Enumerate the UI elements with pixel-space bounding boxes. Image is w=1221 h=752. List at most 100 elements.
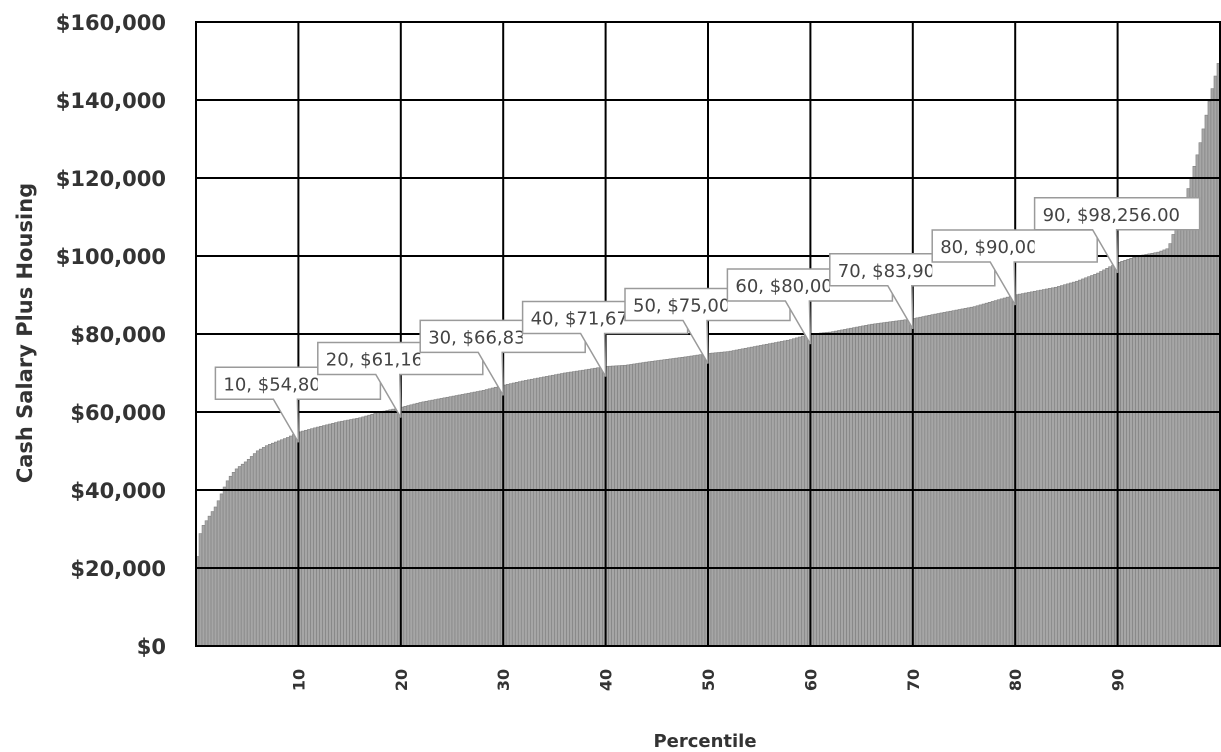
bar: [659, 359, 664, 647]
x-axis-title: Percentile: [653, 731, 756, 752]
bar: [286, 437, 290, 647]
x-tick-label: 80: [1006, 669, 1025, 691]
bar: [996, 299, 1001, 647]
bar: [1023, 292, 1028, 647]
bar: [261, 447, 266, 647]
bar: [319, 425, 323, 647]
bar: [1126, 258, 1130, 647]
bar: [520, 380, 525, 647]
bar: [1165, 248, 1170, 647]
bar: [867, 324, 871, 647]
x-axis-ticks: 10 20 30 40 50 60 70 80 90: [289, 669, 1127, 691]
bar: [511, 382, 516, 647]
bar: [1183, 197, 1188, 647]
bar: [310, 428, 314, 647]
bar: [533, 378, 537, 647]
bar: [776, 341, 781, 647]
y-axis-ticks: $0 $20,000 $40,000 $60,000 $80,000 $100,000 $1…: [56, 11, 166, 659]
y-tick-label: $20,000: [70, 557, 166, 581]
bar: [978, 304, 983, 647]
bar: [548, 375, 552, 647]
bar: [782, 340, 787, 647]
bar: [334, 422, 338, 647]
bar: [608, 365, 612, 647]
callout-label: 30, $66,835.: [428, 327, 543, 348]
bar: [439, 398, 444, 647]
bar: [1108, 266, 1112, 647]
bar: [656, 360, 661, 647]
bar: [496, 386, 501, 647]
x-tick-label: 10: [289, 669, 308, 691]
bar: [1090, 275, 1094, 647]
callout-label: 90, $98,256.00: [1043, 205, 1180, 226]
bar: [966, 307, 971, 647]
bar: [1138, 255, 1142, 647]
bar: [337, 421, 341, 647]
bar: [653, 360, 658, 647]
bar: [231, 472, 236, 647]
bar: [798, 336, 802, 647]
bar: [514, 382, 519, 647]
bar: [472, 391, 477, 647]
bar: [307, 429, 311, 647]
bar: [201, 525, 206, 647]
bar: [517, 381, 522, 647]
bar: [1153, 252, 1158, 647]
bar: [882, 322, 886, 647]
bar: [972, 306, 977, 647]
bar: [424, 400, 429, 647]
bar: [385, 410, 390, 647]
x-tick-label: 40: [597, 669, 616, 691]
bar: [779, 341, 784, 647]
bar: [1186, 188, 1191, 647]
data-callout: 90, $98,256.00: [1033, 197, 1201, 274]
bar: [325, 424, 329, 647]
bar: [743, 347, 748, 647]
bar: [213, 506, 218, 647]
bar: [228, 475, 233, 647]
bar: [662, 359, 667, 647]
bar: [930, 314, 935, 647]
bar: [749, 346, 754, 647]
bar: [557, 373, 561, 647]
bar: [650, 361, 655, 647]
bar: [1087, 276, 1091, 647]
bar: [713, 352, 718, 647]
bar: [987, 302, 992, 647]
bar: [587, 368, 591, 647]
bar: [761, 344, 766, 647]
bar: [240, 463, 245, 647]
y-tick-label: $160,000: [56, 11, 166, 35]
callouts-layer: 10, $54,800.0 20, $61,160.030, $66,835.40…: [214, 197, 1201, 443]
bar: [451, 395, 456, 647]
bar: [849, 327, 853, 647]
bar: [731, 350, 736, 647]
bar: [569, 371, 573, 647]
bar: [349, 419, 353, 647]
bar: [1210, 88, 1215, 647]
bar: [897, 320, 902, 647]
bar: [255, 450, 260, 647]
bar: [219, 493, 224, 647]
bar: [840, 329, 844, 647]
bar: [1207, 101, 1212, 647]
bar: [1008, 295, 1013, 647]
bar: [984, 302, 989, 647]
y-tick-label: $0: [137, 635, 166, 659]
bar: [554, 374, 558, 647]
bar: [267, 444, 272, 647]
x-tick-label: 20: [392, 669, 411, 691]
bar: [864, 325, 868, 647]
bar: [313, 427, 317, 647]
bar: [1032, 290, 1037, 647]
bar: [1177, 215, 1182, 647]
bar: [752, 346, 757, 647]
bar: [481, 390, 486, 647]
bar: [475, 391, 480, 647]
bar: [1150, 253, 1155, 647]
callout-label: 10, $54,800.0: [223, 374, 349, 395]
bar: [331, 423, 335, 647]
bar: [855, 326, 859, 647]
bar: [740, 348, 745, 647]
bar: [523, 380, 528, 647]
